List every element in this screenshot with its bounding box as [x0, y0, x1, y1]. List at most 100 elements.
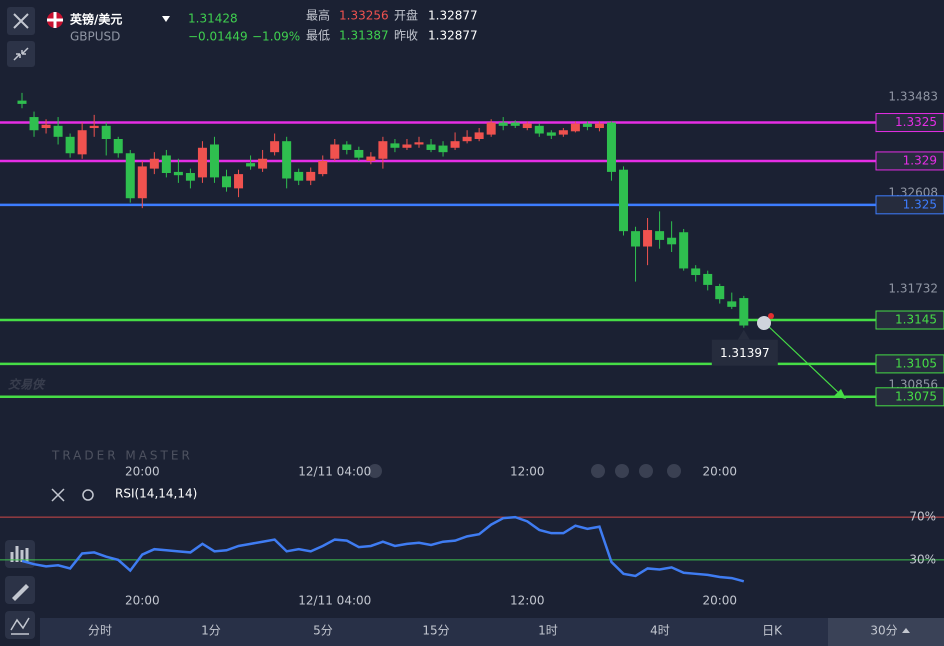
period-tab[interactable]: 1分 [201, 624, 221, 638]
candle-body [510, 122, 520, 126]
last-price: 1.31397 [720, 346, 770, 360]
dot[interactable] [591, 464, 605, 478]
draw-icon [12, 584, 29, 601]
x-tick-label: 20:00 [702, 594, 737, 608]
candle-body [234, 174, 244, 189]
level-label: 1.329 [903, 153, 937, 167]
x-tick-label: 12/11 04:00 [298, 465, 371, 479]
header: 英镑/美元 GBPUSD 1.31428 −0.01449 −1.09% 最高 … [47, 8, 478, 44]
candle-body [426, 144, 436, 150]
collapse-button[interactable] [7, 41, 35, 67]
info-icon[interactable] [757, 316, 771, 330]
price-pointer [737, 329, 750, 340]
watermark-text: TRADER MASTER [51, 449, 193, 463]
price-tag-bg [711, 339, 778, 366]
period-tab[interactable]: 日K [762, 624, 783, 638]
dot[interactable] [368, 464, 382, 478]
candle-body [89, 125, 99, 129]
rsi-chart: RSI(14,14,14) 70% 30% 20:00 12/11 04:00 12:0… [0, 487, 944, 608]
level-label-bg [875, 113, 944, 133]
candle-body [534, 125, 544, 134]
level-label-bg [875, 387, 944, 407]
candle-body [197, 147, 207, 178]
dot[interactable] [615, 464, 629, 478]
candle-body [209, 144, 219, 178]
candle-body [522, 123, 532, 129]
candle-body [294, 171, 304, 181]
flag-cross [47, 12, 63, 28]
candle-body [65, 136, 75, 154]
candle-body [246, 163, 256, 167]
candle-body [703, 273, 713, 285]
candle-body [318, 160, 328, 175]
candle-body [715, 286, 725, 300]
candle-body [113, 138, 123, 154]
rsi-close[interactable] [51, 488, 65, 502]
dot[interactable] [667, 464, 681, 478]
trend-arrow [765, 323, 843, 397]
line-tool-icon [10, 617, 30, 635]
page-dots [368, 464, 681, 478]
stat-value: 1.32877 [428, 9, 478, 23]
period-tab[interactable]: 5分 [313, 624, 333, 638]
y-tick-label: 1.33483 [888, 89, 938, 103]
pair-dropdown[interactable] [162, 16, 170, 22]
stat-label: 昨收 [394, 29, 418, 43]
close-icon [13, 13, 29, 29]
level-label-bg [875, 195, 944, 215]
toolbar [5, 7, 35, 639]
change: −0.01449 [188, 30, 248, 44]
trend-arrowhead [834, 389, 846, 399]
rsi-settings[interactable] [82, 489, 94, 501]
candle-body [727, 301, 737, 307]
dot[interactable] [639, 464, 653, 478]
candle-body [655, 231, 665, 240]
period-tab[interactable]: 分时 [88, 624, 112, 638]
period-tab[interactable]: 30分 [870, 624, 897, 638]
candle-body [161, 155, 171, 174]
candle-body [101, 125, 111, 139]
rsi-line [21, 515, 745, 583]
stat-value: 1.31387 [339, 29, 389, 43]
stat-label: 开盘 [394, 8, 418, 23]
watermark: 交易侠 TRADER MASTER [8, 378, 193, 463]
candle-body [173, 171, 183, 176]
candle-body [474, 132, 484, 139]
pair-name[interactable]: 英镑/美元 [70, 12, 122, 27]
candle-body [137, 166, 147, 199]
y-tick-label: 1.31732 [888, 282, 938, 296]
period-tab[interactable]: 1时 [538, 624, 558, 638]
symbol: GBPUSD [70, 30, 120, 44]
candle-body [29, 117, 39, 131]
period-tab[interactable]: 15分 [422, 624, 449, 638]
alert-dot [768, 313, 774, 319]
candle-body [330, 144, 340, 159]
tab-bar [40, 618, 944, 646]
level-label: 1.3105 [895, 356, 937, 370]
candle-body [149, 158, 159, 169]
candle-body [619, 169, 628, 232]
level-label-bg [875, 151, 944, 171]
candle-body [270, 141, 280, 153]
candle-body [582, 123, 592, 127]
candle-body [342, 144, 352, 150]
rsi-title: RSI(14,14,14) [115, 487, 197, 501]
candle-body [558, 130, 568, 135]
collapse-icon [13, 47, 29, 61]
candle-body [354, 149, 364, 158]
candle-body [306, 171, 316, 181]
x-tick-label: 20:00 [125, 465, 160, 479]
x-tick-label: 12:00 [510, 465, 545, 479]
rsi-tick-label: 70% [909, 510, 936, 524]
stat-value: 1.32877 [428, 29, 478, 43]
tab-arrow[interactable] [902, 628, 910, 633]
stat-value: 1.33256 [339, 9, 389, 23]
level-label: 1.3145 [895, 313, 937, 327]
candle-body [739, 298, 749, 326]
level-label: 1.325 [903, 197, 937, 211]
candle-body [378, 141, 388, 159]
candle-body [366, 156, 376, 161]
period-tab[interactable]: 4时 [650, 624, 670, 638]
rsi-tick-label: 30% [909, 552, 936, 566]
